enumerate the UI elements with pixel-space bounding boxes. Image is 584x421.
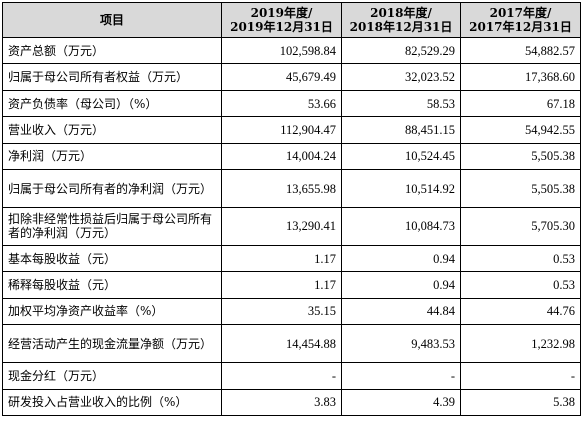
row-value: 0.53	[460, 244, 581, 273]
table-row: 扣除非经常性损益后归属于母公司所有者的净利润（万元） 13,290.41 10,08…	[2, 207, 581, 246]
row-value: 14,004.24	[221, 142, 342, 171]
row-value: 58.53	[341, 89, 461, 118]
table-row: 归属于母公司所有者的净利润（万元） 13,655.98 10,514.92 5,505…	[2, 169, 581, 209]
row-value: 45,679.49	[221, 63, 342, 91]
row-value: 82,529.29	[341, 36, 461, 65]
header-item: 项目	[2, 2, 222, 38]
table-row: 经营活动产生的现金流量净额（万元） 14,454.88 9,483.53 1,232.…	[2, 324, 581, 364]
row-value: 5,505.38	[460, 142, 581, 171]
row-label: 归属于母公司所有者权益（万元）	[2, 63, 222, 91]
row-value: 54,942.55	[460, 116, 581, 144]
header-line: 2018年度/	[370, 6, 432, 20]
row-value: 1.17	[221, 244, 342, 273]
header-period-2: 2018年度/2018年12月31日	[341, 2, 461, 38]
row-value: 5.38	[460, 388, 581, 417]
row-value: 88,451.15	[341, 116, 461, 144]
table-header-row: 项目 2019年度/2019年12月31日 2018年度/2018年12月31日 20…	[2, 2, 581, 38]
header-line: 2017年度/	[489, 6, 552, 20]
row-value: 0.53	[460, 271, 581, 299]
header-line: 2019年12月31日	[230, 20, 333, 34]
table-row: 现金分红（万元） - - -	[2, 362, 581, 390]
table-row: 研发投入占营业收入的比例（%） 3.83 4.39 5.38	[2, 388, 581, 417]
table-row: 净利润（万元） 14,004.24 10,524.45 5,505.38	[2, 142, 581, 171]
row-value: 10,514.92	[341, 169, 461, 209]
row-label: 稀释每股收益（元）	[2, 271, 222, 299]
row-value: 5,705.30	[460, 207, 581, 246]
header-line: 2017年12月31日	[469, 20, 572, 34]
row-label: 经营活动产生的现金流量净额（万元）	[2, 324, 222, 364]
row-value: 44.76	[460, 297, 581, 326]
row-value: 0.94	[341, 271, 461, 299]
row-label: 净利润（万元）	[2, 142, 222, 171]
row-value: 1.17	[221, 271, 342, 299]
table-body: 资产总额（万元） 102,598.84 82,529.29 54,882.57 归属于母…	[2, 36, 581, 417]
row-value: 112,904.47	[221, 116, 342, 144]
row-value: 44.84	[341, 297, 461, 326]
row-value: 102,598.84	[221, 36, 342, 65]
row-value: -	[221, 362, 342, 390]
table-row: 资产总额（万元） 102,598.84 82,529.29 54,882.57	[2, 36, 581, 65]
row-value: 67.18	[460, 89, 581, 118]
table-row: 归属于母公司所有者权益（万元） 45,679.49 32,023.52 17,368.…	[2, 63, 581, 91]
row-value: 1,232.98	[460, 324, 581, 364]
row-label: 营业收入（万元）	[2, 116, 222, 144]
row-value: -	[341, 362, 461, 390]
row-value: 54,882.57	[460, 36, 581, 65]
row-label: 研发投入占营业收入的比例（%）	[2, 388, 222, 417]
row-label: 扣除非经常性损益后归属于母公司所有者的净利润（万元）	[2, 207, 222, 246]
table-row: 稀释每股收益（元） 1.17 0.94 0.53	[2, 271, 581, 299]
table-row: 资产负债率（母公司）（%） 53.66 58.53 67.18	[2, 89, 581, 118]
financial-data-table: 项目 2019年度/2019年12月31日 2018年度/2018年12月31日 20…	[2, 2, 581, 417]
row-value: 35.15	[221, 297, 342, 326]
row-value: 53.66	[221, 89, 342, 118]
header-period-1: 2019年度/2019年12月31日	[221, 2, 342, 38]
row-value: 13,655.98	[221, 169, 342, 209]
table-row: 营业收入（万元） 112,904.47 88,451.15 54,942.55	[2, 116, 581, 144]
row-value: 3.83	[221, 388, 342, 417]
row-label: 加权平均净资产收益率（%）	[2, 297, 222, 326]
row-value: 0.94	[341, 244, 461, 273]
header-line: 2019年度/	[250, 6, 313, 20]
header-line: 项目	[99, 13, 124, 27]
table-row: 加权平均净资产收益率（%） 35.15 44.84 44.76	[2, 297, 581, 326]
row-value: 32,023.52	[341, 63, 461, 91]
table-row: 基本每股收益（元） 1.17 0.94 0.53	[2, 244, 581, 273]
row-label: 基本每股收益（元）	[2, 244, 222, 273]
row-value: 17,368.60	[460, 63, 581, 91]
row-value: 9,483.53	[341, 324, 461, 364]
row-value: -	[460, 362, 581, 390]
row-value: 10,524.45	[341, 142, 461, 171]
row-value: 14,454.88	[221, 324, 342, 364]
row-label: 现金分红（万元）	[2, 362, 222, 390]
row-label: 归属于母公司所有者的净利润（万元）	[2, 169, 222, 209]
header-period-3: 2017年度/2017年12月31日	[460, 2, 581, 38]
row-value: 5,505.38	[460, 169, 581, 209]
row-label: 资产负债率（母公司）（%）	[2, 89, 222, 118]
row-label: 资产总额（万元）	[2, 36, 222, 65]
row-value: 13,290.41	[221, 207, 342, 246]
row-value: 10,084.73	[341, 207, 461, 246]
header-line: 2018年12月31日	[349, 20, 453, 34]
row-value: 4.39	[341, 388, 461, 417]
